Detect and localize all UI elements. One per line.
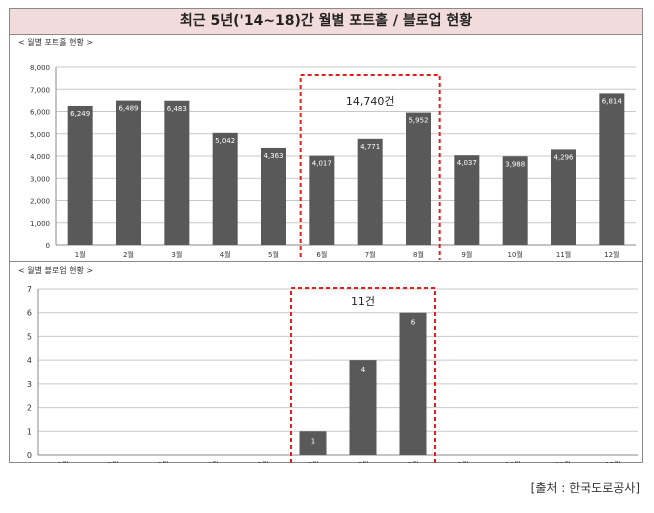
pothole-data-label: 3,988 [505,160,525,168]
pothole-category-label: 10월 [507,250,522,259]
blowup-category-label: 8월 [408,460,419,463]
pothole-bar [67,105,93,245]
blowup-category-label: 12월 [605,460,620,463]
pothole-category-label: 3월 [171,250,182,259]
blowup-ytick-label: 4 [27,356,32,365]
pothole-data-label: 5,042 [215,137,235,145]
blowup-data-label: 1 [311,437,315,445]
pothole-data-label: 4,771 [360,143,380,151]
pothole-category-label: 12월 [604,250,619,259]
blowup-highlight-label: 11건 [351,295,375,308]
pothole-ytick-label: 6,000 [30,109,50,117]
pothole-category-label: 2월 [123,250,134,259]
blowup-highlight-box [290,287,436,463]
blowup-category-label: 10월 [505,460,520,463]
pothole-category-label: 1월 [75,250,86,259]
pothole-category-label: 11월 [556,250,571,259]
blowup-chart: 0 1 2 3 4 5 6 7 1월 2월 3월 4월 5월 1 6월 4 7월 6 8월 9월 10월 11월 12월 11… [27,285,638,463]
pothole-chart: 0 1,000 2,000 3,000 4,000 5,000 6,000 7,000 8,00… [30,64,636,260]
blowup-ytick-label: 0 [27,451,32,460]
pothole-category-label: 7월 [365,250,376,259]
pothole-data-label: 5,952 [408,117,428,125]
pothole-data-label: 4,296 [553,153,574,161]
figure-frame: 최근 5년('14~18)간 월별 포트홀 / 블로업 현황 < 월별 포트홀 … [9,8,643,463]
pothole-bar [454,155,480,245]
blowup-bar [299,431,327,455]
pothole-data-label: 6,249 [70,110,90,118]
blowup-ytick-label: 6 [27,309,32,318]
pothole-ytick-label: 0 [46,242,50,250]
pothole-bar [309,155,335,245]
pothole-data-label: 6,814 [602,97,623,105]
pothole-highlight-box [299,74,441,260]
blowup-category-label: 11월 [555,460,570,463]
blowup-chart-title: < 월별 블로업 현황 > [18,266,94,275]
blowup-ytick-label: 1 [27,427,32,436]
blowup-ytick-label: 7 [27,285,32,294]
pothole-bar [551,149,576,245]
pothole-ytick-label: 7,000 [30,86,50,94]
pothole-data-label: 4,363 [263,152,283,160]
blowup-category-label: 4월 [208,460,219,463]
blowup-category-label: 5월 [258,460,269,463]
pothole-ytick-label: 1,000 [30,220,50,228]
blowup-bar [399,312,427,455]
blowup-category-label: 1월 [58,460,69,463]
pothole-data-label: 4,017 [312,160,332,168]
blowup-category-label: 7월 [358,460,369,463]
pothole-chart-title: < 월별 포트홀 현황 > [18,38,94,47]
source-note: [출처 : 한국도로공사] [530,481,640,495]
blowup-category-label: 2월 [108,460,119,463]
pothole-highlight-label: 14,740건 [346,95,395,108]
pothole-data-label: 6,489 [118,105,138,113]
pothole-category-label: 6월 [316,250,327,259]
pothole-bar [502,156,528,245]
pothole-category-label: 8월 [413,250,424,259]
blowup-bar [349,360,377,455]
pothole-bar [261,147,286,245]
blowup-data-label: 4 [361,366,366,374]
pothole-category-label: 5월 [268,250,279,259]
figure-title: 최근 5년('14~18)간 월별 포트홀 / 블로업 현황 [10,9,642,35]
pothole-ytick-label: 2,000 [30,198,50,206]
pothole-bar [164,100,190,245]
blowup-ytick-label: 3 [27,380,32,389]
pothole-bar [599,93,625,245]
blowup-category-label: 9월 [458,460,469,463]
pothole-ytick-label: 5,000 [30,131,50,139]
blowup-ytick-label: 5 [27,332,32,341]
blowup-ytick-label: 2 [27,404,32,413]
pothole-category-label: 9월 [461,250,472,259]
pothole-ytick-label: 8,000 [30,64,50,72]
pothole-category-label: 4월 [220,250,231,259]
panel-divider [10,261,642,262]
pothole-data-label: 4,037 [457,159,477,167]
pothole-data-label: 6,483 [167,105,187,113]
pothole-ytick-label: 3,000 [30,175,50,183]
blowup-category-label: 3월 [158,460,169,463]
pothole-ytick-label: 4,000 [30,153,50,161]
pothole-bar [406,112,431,246]
pothole-bar [116,100,141,245]
pothole-bar [357,138,383,245]
pothole-bar [212,132,238,245]
blowup-category-label: 6월 [308,460,319,463]
blowup-data-label: 6 [411,319,416,327]
